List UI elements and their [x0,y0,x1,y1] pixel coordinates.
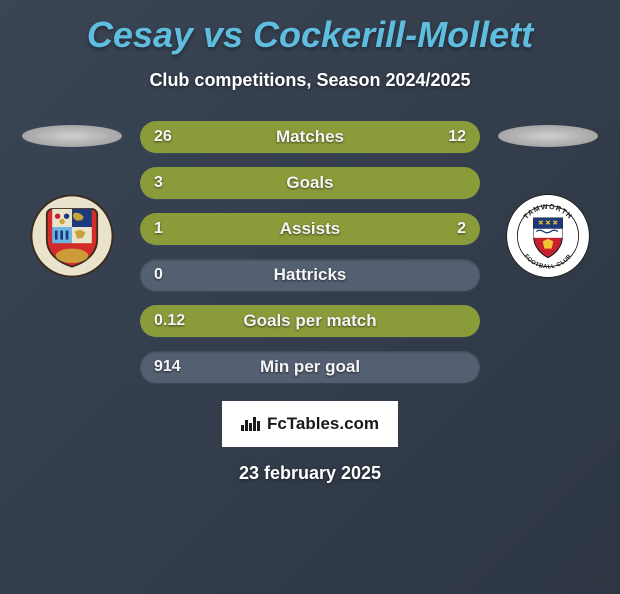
left-team-crest [27,191,117,281]
stat-bar: 12Assists [140,213,480,245]
left-team-shadow [22,125,122,147]
bar-left-value: 914 [154,351,181,383]
fctables-logo-icon [241,417,260,431]
bar-fill-left [140,305,480,337]
right-team-shadow [498,125,598,147]
right-team-col: TAMWORTH FOOTBALL CLUB [498,121,598,281]
date-text: 23 february 2025 [0,463,620,484]
page-title: Cesay vs Cockerill-Mollett [0,14,620,56]
page-subtitle: Club competitions, Season 2024/2025 [0,70,620,91]
bar-fill-right [252,213,480,245]
stat-bar: 2612Matches [140,121,480,153]
right-team-crest: TAMWORTH FOOTBALL CLUB [503,191,593,281]
stat-bar: 3Goals [140,167,480,199]
bar-fill-left [140,121,371,153]
bar-fill-left [140,167,480,199]
left-team-col [22,121,122,281]
footer-badge[interactable]: FcTables.com [222,401,398,447]
stat-bar: 0Hattricks [140,259,480,291]
stat-bar: 914Min per goal [140,351,480,383]
footer-site-text: FcTables.com [267,414,379,434]
bar-left-value: 0 [154,259,163,291]
bar-label: Min per goal [140,351,480,383]
stat-bar: 0.12Goals per match [140,305,480,337]
bar-fill-left [140,213,252,245]
bar-label: Hattricks [140,259,480,291]
bar-fill-right [371,121,480,153]
compare-area: 2612Matches 3Goals 12Assists 0Hattricks 0.12… [0,121,620,383]
stat-bars: 2612Matches 3Goals 12Assists 0Hattricks 0.12… [140,121,480,383]
